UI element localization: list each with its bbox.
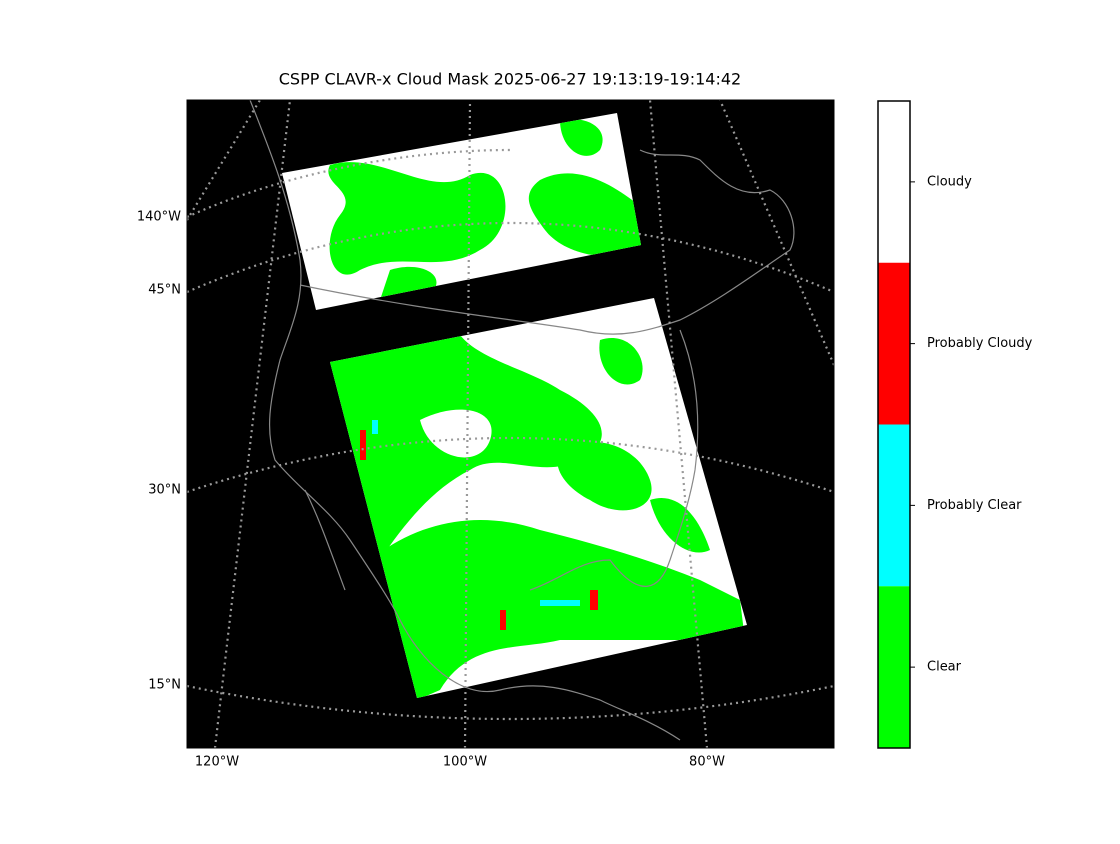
graticule xyxy=(187,100,834,748)
colorbar-segment xyxy=(878,262,910,425)
latitude-label: 45°N xyxy=(148,283,181,298)
map xyxy=(187,100,834,748)
colorbar-segment xyxy=(878,586,910,748)
latitude-label: 30°N xyxy=(148,483,181,498)
coastlines xyxy=(249,100,795,741)
colorbar-label: Cloudy xyxy=(927,174,972,189)
colorbar-segment xyxy=(878,424,910,587)
colorbar-frame xyxy=(877,100,911,749)
colorbar-label: Probably Clear xyxy=(927,498,1022,513)
map-frame xyxy=(186,99,835,749)
longitude-label: 100°W xyxy=(443,755,487,770)
longitude-label: 120°W xyxy=(195,755,239,770)
swath-2 xyxy=(330,298,747,698)
map-title: CSPP CLAVR-x Cloud Mask 2025-06-27 19:13… xyxy=(279,70,741,89)
colorbar-segment xyxy=(878,101,910,263)
longitude-label: 140°W xyxy=(137,210,181,225)
colorbar-label: Probably Cloudy xyxy=(927,336,1033,351)
longitude-label: 80°W xyxy=(689,755,725,770)
colorbar: Cloudy Probably Cloudy Probably Clear Clear xyxy=(877,100,1033,749)
latitude-label: 15°N xyxy=(148,678,181,693)
colorbar-label: Clear xyxy=(927,660,962,675)
